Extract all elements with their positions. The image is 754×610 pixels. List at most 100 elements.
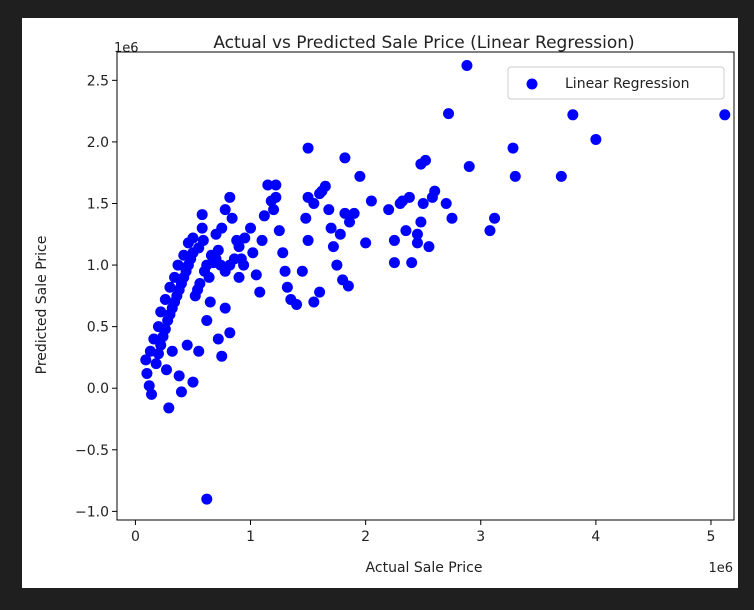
data-point [193, 345, 205, 357]
data-point [719, 109, 731, 121]
data-point [411, 237, 423, 249]
data-point [388, 257, 400, 269]
data-point [509, 170, 521, 182]
data-point [415, 216, 427, 228]
data-point [163, 402, 175, 414]
data-point [196, 222, 208, 234]
data-point [325, 222, 337, 234]
data-point [314, 286, 326, 298]
data-point [201, 493, 213, 505]
data-point [440, 197, 452, 209]
data-point [233, 241, 245, 253]
data-point [360, 237, 372, 249]
data-point [155, 306, 167, 318]
data-point [323, 204, 335, 216]
data-point [141, 367, 153, 379]
data-point [224, 191, 236, 203]
data-point [348, 207, 360, 219]
data-point [319, 180, 331, 192]
data-point [507, 142, 519, 154]
data-point [461, 60, 473, 72]
data-point [166, 345, 178, 357]
data-point [143, 380, 155, 392]
legend: Linear Regression [507, 66, 725, 100]
data-point [308, 296, 320, 308]
data-point [228, 253, 240, 265]
y-tick-label: 2.5 [87, 73, 109, 89]
data-point [247, 247, 259, 259]
data-point [219, 204, 231, 216]
data-point [239, 232, 251, 244]
data-point [196, 209, 208, 221]
data-point [354, 170, 366, 182]
data-point [175, 386, 187, 398]
data-point [204, 296, 216, 308]
data-point [187, 232, 199, 244]
data-point [308, 197, 320, 209]
data-point [291, 298, 303, 310]
data-point [446, 212, 458, 224]
y-tick-label: −1.0 [75, 504, 109, 520]
x-offset-label: 1e6 [708, 561, 733, 576]
data-point [262, 179, 274, 191]
x-tick-label: 0 [131, 529, 140, 545]
x-tick-label: 2 [361, 529, 370, 545]
data-point [417, 197, 429, 209]
y-tick-label: 1.5 [87, 196, 109, 212]
data-point [590, 133, 602, 145]
data-point [155, 339, 167, 351]
data-point [463, 161, 475, 173]
data-point [172, 259, 184, 271]
data-point [187, 247, 199, 259]
data-point [256, 234, 268, 246]
data-point [273, 225, 285, 237]
data-point [342, 280, 354, 292]
data-point [302, 142, 314, 154]
data-point [279, 265, 291, 277]
data-point [181, 339, 193, 351]
data-point [250, 269, 262, 281]
data-point [327, 241, 339, 253]
data-point [420, 154, 431, 166]
y-tick-label: 0.5 [87, 320, 109, 336]
data-point [197, 234, 209, 246]
data-point [334, 228, 346, 240]
data-point [216, 222, 228, 234]
data-point [219, 302, 231, 314]
y-tick-label: −0.5 [75, 443, 109, 459]
x-tick-label: 3 [476, 529, 485, 545]
data-point [150, 358, 162, 370]
figure-canvas: Actual vs Predicted Sale Price (Linear R… [22, 18, 738, 588]
data-point [302, 234, 314, 246]
data-point [224, 327, 236, 339]
data-point [164, 281, 176, 293]
data-point [270, 191, 282, 203]
y-axis-label: Predicted Sale Price [34, 236, 50, 375]
data-point [411, 228, 423, 240]
data-point [484, 225, 496, 237]
data-point [216, 350, 228, 362]
data-point [254, 286, 266, 298]
y-offset-label: 1e6 [114, 41, 139, 56]
data-point [159, 294, 171, 306]
legend-label: Linear Regression [565, 76, 690, 92]
data-point [245, 222, 257, 234]
data-point [233, 271, 245, 283]
data-point [344, 216, 356, 228]
data-point [201, 259, 213, 271]
data-point [268, 204, 280, 216]
x-tick-label: 1 [246, 529, 255, 545]
y-tick-label: 2.0 [87, 135, 109, 151]
data-point [281, 281, 293, 293]
data-point [146, 388, 158, 400]
data-point [339, 152, 351, 164]
data-point [277, 247, 289, 259]
y-tick-label: 1.0 [87, 258, 109, 274]
data-point [400, 225, 412, 237]
data-point [331, 259, 343, 271]
y-tick-label: 0.0 [87, 381, 109, 397]
data-point [270, 179, 282, 191]
data-point [238, 259, 250, 271]
axes-frame [116, 51, 735, 521]
data-point [212, 333, 224, 345]
